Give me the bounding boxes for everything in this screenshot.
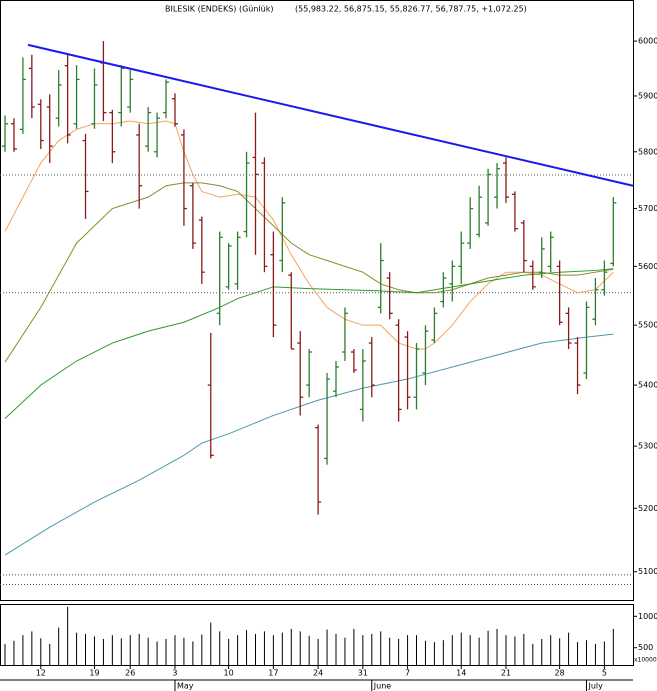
moving-average: [4, 333, 614, 556]
x-tick-label: 26: [125, 669, 135, 678]
x-tick-label: 10: [224, 669, 234, 678]
y-tick-label: 6000: [638, 37, 657, 46]
volume-tick-label: 1000: [638, 612, 657, 621]
y-tick-label: 5400: [638, 381, 657, 390]
x-tick-label: 24: [313, 669, 323, 678]
y-tick-label: 5100: [638, 567, 657, 576]
x-tick-label: 3: [172, 669, 177, 678]
x-tick-label: 7: [405, 669, 410, 678]
x-tick-label: 31: [358, 669, 368, 678]
volume-unit: x100000: [634, 657, 657, 664]
chart-title: BILESIK (ENDEKS) (Günlük): [165, 5, 273, 14]
month-label: June: [373, 682, 392, 691]
y-tick-label: 5300: [638, 442, 657, 451]
price-panel: [0, 0, 634, 601]
y-tick-label: 5500: [638, 321, 657, 330]
x-tick-label: 5: [602, 669, 607, 678]
x-tick-label: 19: [89, 669, 99, 678]
chart-subtitle: (55,983.22, 56,875.15, 55,826.77, 56,787…: [295, 5, 527, 14]
y-tick-label: 5700: [638, 204, 657, 213]
moving-average: [4, 120, 614, 350]
moving-average: [4, 182, 614, 363]
x-tick-label: 21: [501, 669, 511, 678]
y-tick-label: 5600: [638, 262, 657, 271]
x-tick-label: 12: [36, 669, 46, 678]
month-label: July: [587, 682, 603, 691]
volume-tick-label: 500: [638, 643, 653, 652]
y-tick-label: 5900: [638, 91, 657, 100]
y-tick-label: 5200: [638, 504, 657, 513]
volume-panel: [0, 604, 634, 666]
x-tick-label: 28: [555, 669, 565, 678]
trendline: [27, 43, 634, 187]
y-tick-label: 5800: [638, 147, 657, 156]
x-tick-label: 17: [268, 669, 278, 678]
month-label: May: [177, 682, 194, 691]
x-tick-label: 14: [456, 669, 466, 678]
